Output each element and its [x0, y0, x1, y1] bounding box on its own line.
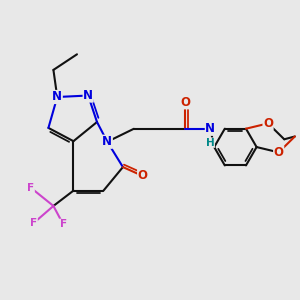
Text: H: H [206, 138, 215, 148]
Text: N: N [102, 135, 112, 148]
Text: O: O [274, 146, 284, 159]
Text: O: O [138, 169, 148, 182]
Text: N: N [206, 122, 215, 135]
Text: N: N [83, 89, 93, 102]
Text: O: O [263, 117, 273, 130]
Text: N: N [52, 91, 62, 103]
Text: F: F [60, 219, 67, 229]
Text: O: O [180, 96, 190, 109]
Text: F: F [27, 183, 34, 193]
Text: F: F [30, 218, 37, 228]
